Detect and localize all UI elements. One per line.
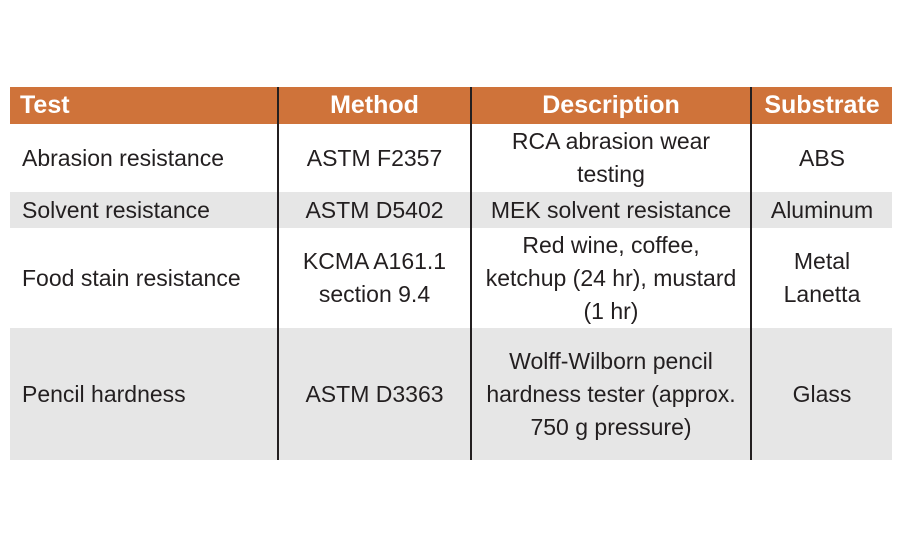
test-methods-table: Test Method Description Substrate Abrasi…	[10, 87, 892, 460]
header-method: Method	[277, 87, 471, 124]
cell-test: Food stain resistance	[22, 264, 241, 291]
cell-method: ASTM D5402	[277, 192, 471, 228]
cell-method: ASTM D3363	[277, 328, 471, 460]
cell-test: Abrasion resistance	[22, 144, 224, 171]
table-row: Pencil hardness ASTM D3363 Wolff-Wilborn…	[10, 328, 892, 460]
cell-test: Solvent resistance	[10, 192, 278, 228]
cell-substrate: Metal Lanetta	[750, 228, 892, 328]
header-test: Test	[10, 87, 278, 124]
cell-description: Wolff-Wilborn pencil hardness tester (ap…	[470, 328, 751, 460]
cell-method: ASTM F2357	[277, 124, 471, 192]
table-row: Abrasion resistance ASTM F2357 RCA abras…	[10, 124, 892, 192]
cell-method: KCMA A161.1 section 9.4	[277, 228, 471, 328]
header-substrate: Substrate	[750, 87, 892, 124]
cell-substrate: ABS	[750, 124, 892, 192]
cell-test: Pencil hardness	[10, 328, 278, 460]
cell-description: RCA abrasion wear testing	[470, 124, 751, 192]
cell-substrate: Aluminum	[750, 192, 892, 228]
header-description: Description	[470, 87, 751, 124]
cell-description: Red wine, coffee, ketchup (24 hr), musta…	[470, 228, 751, 328]
table-row: Food stain resistance KCMA A161.1 sectio…	[10, 228, 892, 328]
cell-substrate: Glass	[750, 328, 892, 460]
table-header-row: Test Method Description Substrate	[10, 87, 892, 124]
cell-description: MEK solvent resistance	[470, 192, 751, 228]
table-row: Solvent resistance ASTM D5402 MEK solven…	[10, 192, 892, 228]
